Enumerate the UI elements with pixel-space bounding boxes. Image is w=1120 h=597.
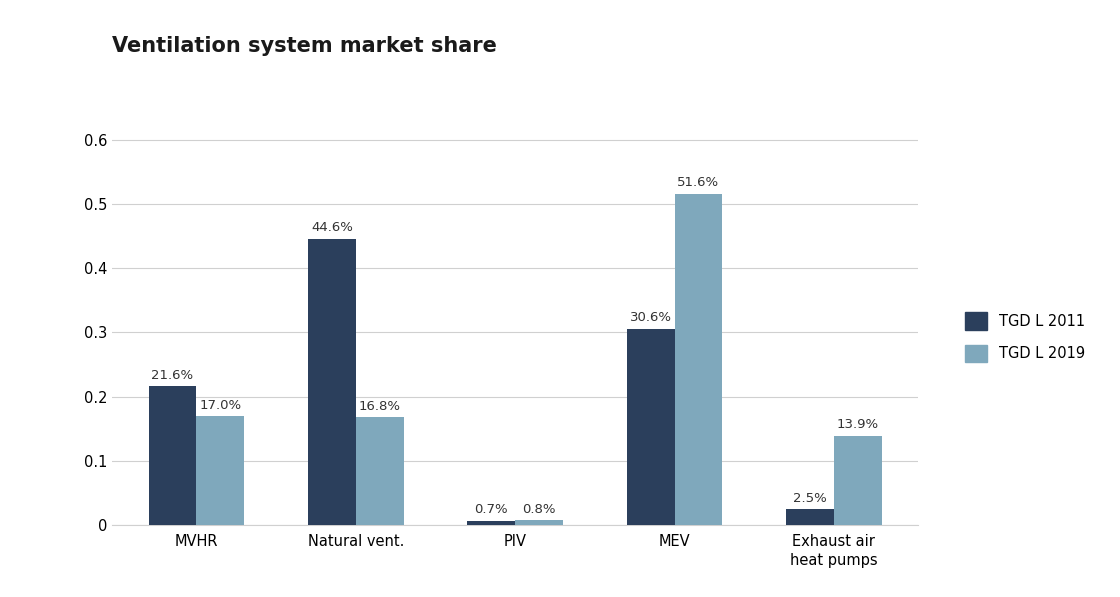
Bar (356, 417, 403, 525)
Bar (515, 520, 563, 525)
Text: 13.9%: 13.9% (837, 418, 879, 432)
Text: 17.0%: 17.0% (199, 399, 242, 411)
Text: Ventilation system market share: Ventilation system market share (112, 36, 497, 56)
Bar (467, 521, 515, 525)
Bar (196, 416, 244, 525)
Text: 44.6%: 44.6% (311, 221, 353, 234)
Legend: TGD L 2011, TGD L 2019: TGD L 2011, TGD L 2019 (958, 305, 1092, 370)
Text: 51.6%: 51.6% (678, 176, 719, 189)
Text: 2.5%: 2.5% (793, 492, 827, 505)
Text: 21.6%: 21.6% (151, 369, 194, 382)
Bar (674, 193, 722, 525)
Text: 30.6%: 30.6% (629, 311, 672, 324)
Bar (627, 328, 674, 525)
Bar (786, 509, 834, 525)
Text: 16.8%: 16.8% (358, 400, 401, 413)
Bar (308, 239, 356, 525)
Text: 0.7%: 0.7% (475, 503, 508, 516)
Bar (149, 386, 196, 525)
Text: 0.8%: 0.8% (522, 503, 556, 516)
Bar (834, 436, 881, 525)
